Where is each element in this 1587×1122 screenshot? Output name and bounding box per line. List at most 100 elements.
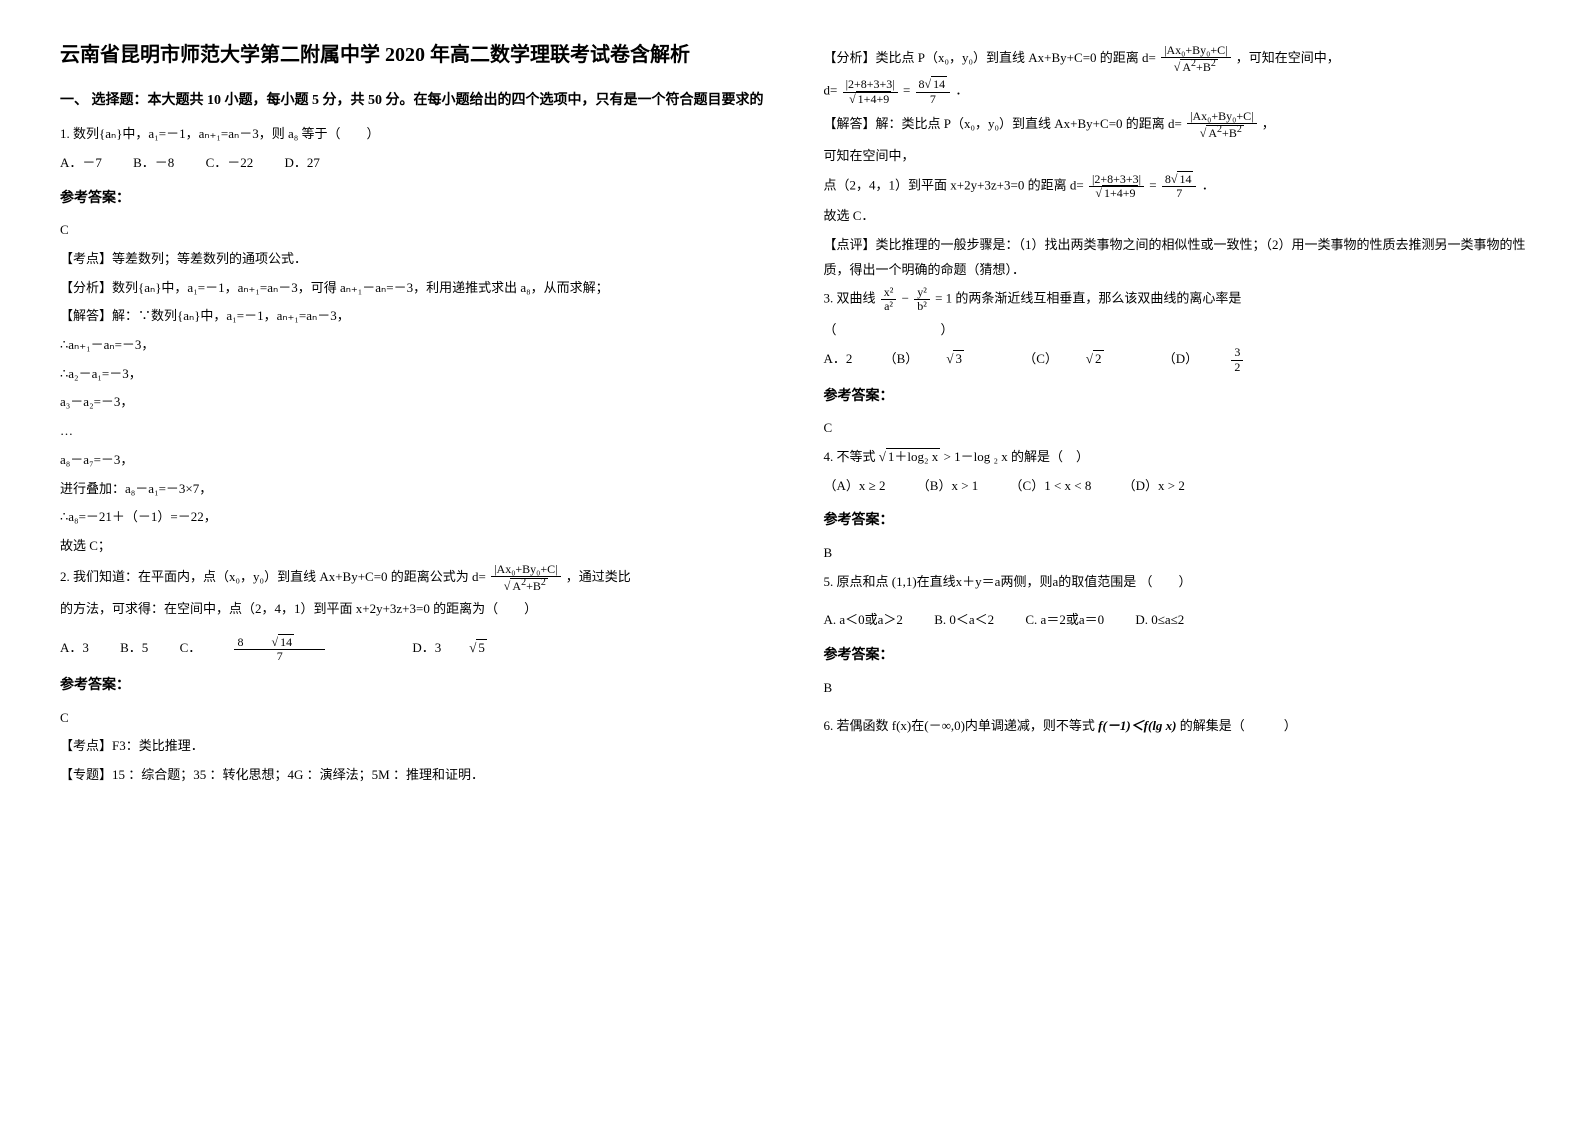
distance-formula-fraction-2: |Ax₀+By₀+C| √A2+B2 — [1161, 44, 1230, 74]
minus: − — [902, 291, 913, 306]
q4-opt-b: （B）x > 1 — [917, 478, 979, 493]
q4-opt-d: （D）x > 2 — [1123, 478, 1185, 493]
answer-label-2: 参考答案： — [60, 673, 764, 700]
fx-eq2: = — [1149, 177, 1160, 192]
n8: 8 — [237, 635, 243, 649]
q3-stem-b: 的两条渐近线互相垂直，那么该双曲线的离心率是 — [955, 291, 1241, 306]
q2-fenxi-line2: d= |2+8+3+3| √1+4+9 = 8√14 7 ． — [824, 78, 1528, 105]
q2-opt-c-label: C． — [180, 640, 202, 655]
q5-stem-b: (1,1)在直线x＋y＝a两侧，则a的取值范围是 — [892, 574, 1136, 589]
q4-options: （A）x ≥ 2 （B）x > 1 （C）1 < x < 8 （D）x > 2 — [824, 474, 1528, 499]
q1-opt-c: C．－22 — [206, 155, 254, 170]
fx-dot2: ． — [1202, 177, 1215, 192]
q3d-num: 3 — [1231, 346, 1243, 360]
q3d-den: 2 — [1231, 361, 1243, 374]
fx-a: 【分析】类比点 P（x₀，y₀）到直线 Ax+By+C=0 的距离 d= — [824, 50, 1156, 65]
A-sq2: A — [1182, 60, 1191, 74]
jd-a: 【解答】解：类比点 P（x₀，y₀）到直线 Ax+By+C=0 的距离 d= — [824, 116, 1182, 131]
q1-jie-5: … — [60, 419, 764, 444]
n8c: 8 — [1165, 172, 1171, 186]
answer-label-5: 参考答案： — [824, 643, 1528, 670]
q2-opt-b: B．5 — [120, 640, 148, 655]
q2-stem-c: 的方法，可求得：在空间中，点（2，4，1）到平面 x+2y+3z+3=0 的距离… — [60, 597, 764, 622]
jd-d: 点（2，4，1）到平面 x+2y+3z+3=0 的距离 d= — [824, 177, 1084, 192]
hx-den: a² — [881, 300, 897, 313]
hyperbola-y: y² b² — [914, 286, 930, 313]
q2-opt-d: D．3√5 — [412, 640, 515, 655]
q1-options: A．－7 B．－8 C．－22 D．27 — [60, 151, 764, 176]
q2-kaodian: 【考点】F3：类比推理． — [60, 734, 764, 759]
q5-answer: B — [824, 676, 1528, 701]
q1-jie-4: a₃－a₂=－3， — [60, 390, 764, 415]
distance-formula-fraction-3: |Ax₀+By₀+C| √A2+B2 — [1187, 110, 1256, 140]
fx-b: ，可知在空间中， — [1236, 50, 1340, 65]
exam-page: 云南省昆明市师范大学第二附属中学 2020 年高二数学理联考试卷含解析 一、 选… — [60, 40, 1527, 792]
fx-eq: = — [903, 83, 914, 98]
q2-stem-a: 2. 我们知道：在平面内，点（x₀，y₀）到直线 Ax+By+C=0 的距离公式… — [60, 569, 486, 584]
q4-opt-c: （C）1 < x < 8 — [1010, 478, 1092, 493]
calc-frac-1: |2+8+3+3| √1+4+9 — [843, 78, 898, 105]
q3-opt-b: （B）√3 — [884, 351, 992, 366]
q4-stem-b: > 1－log ₂ x 的解是（ ） — [944, 449, 1089, 464]
q3b-label: （B） — [884, 351, 919, 366]
hy-den: b² — [914, 300, 930, 313]
q1-jie-8: ∴a₈=－21＋（－1）=－22， — [60, 505, 764, 530]
q1-jie-7: 进行叠加：a₈－a₁=－3×7， — [60, 477, 764, 502]
q6-stem-b: f(－1)＜f(lg x) — [1098, 718, 1176, 733]
q2-stem-b: ，通过类比 — [566, 569, 631, 584]
cf2-den: 7 — [916, 93, 951, 106]
calc-frac-2: 8√14 7 — [916, 78, 951, 105]
hx-num: x² — [881, 286, 897, 300]
fx-c: d= — [824, 83, 838, 98]
q3-opt-a: A．2 — [824, 351, 853, 366]
q2-stem: 2. 我们知道：在平面内，点（x₀，y₀）到直线 Ax+By+C=0 的距离公式… — [60, 563, 764, 593]
q3-brackets: （ ） — [824, 318, 1528, 343]
answer-label-3: 参考答案： — [824, 384, 1528, 411]
q2-zhuanti: 【专题】15 ：综合题；35 ：转化思想；4G ：演绎法；5M ：推理和证明． — [60, 763, 764, 788]
fx-dot: ． — [955, 83, 968, 98]
q5-stem-a: 5. 原点和点 — [824, 574, 889, 589]
B-sq: +B — [526, 579, 541, 593]
q1-jie-2: ∴aₙ₊₁－aₙ=－3， — [60, 333, 764, 358]
q4-answer: B — [824, 541, 1528, 566]
sqrt5: 5 — [476, 639, 487, 655]
q4-stem: 4. 不等式 √1＋log₂ x > 1－log ₂ x 的解是（ ） — [824, 445, 1528, 470]
left-column: 云南省昆明市师范大学第二附属中学 2020 年高二数学理联考试卷含解析 一、 选… — [60, 40, 764, 792]
q1-kaodian: 【考点】等差数列；等差数列的通项公式． — [60, 247, 764, 272]
q1-jie-3: ∴a₂－a₁=－3， — [60, 362, 764, 387]
cf4-den: 7 — [1162, 187, 1197, 200]
q2-opt-a: A．3 — [60, 640, 89, 655]
q3-answer: C — [824, 416, 1528, 441]
q5-opt-c: C. a＝2或a＝0 — [1025, 612, 1104, 627]
q2-dianping: 【点评】类比推理的一般步骤是：（1）找出两类事物之间的相似性或一致性；（2）用一… — [824, 233, 1528, 282]
q2-jieda-line2: 点（2，4，1）到平面 x+2y+3z+3=0 的距离 d= |2+8+3+3|… — [824, 173, 1528, 200]
cf2-num: 8√14 — [916, 78, 951, 92]
jd-b: ， — [1262, 116, 1275, 131]
answer-label-1: 参考答案： — [60, 186, 764, 213]
q1-opt-b: B．－8 — [133, 155, 174, 170]
q5-opt-b: B. 0＜a＜2 — [934, 612, 994, 627]
s14b: 14 — [931, 76, 947, 91]
cf1-den-sq: 1+4+9 — [856, 91, 892, 106]
q3d-label: （D） — [1163, 351, 1198, 366]
q6-stem: 6. 若偶函数 f(x)在(－∞,0)内单调递减，则不等式 f(－1)＜f(lg… — [824, 714, 1528, 739]
q3-opt-c: （C）√2 — [1023, 351, 1131, 366]
q3-stem: 3. 双曲线 x² a² − y² b² = 1 的两条渐近线互相垂直，那么该双… — [824, 286, 1528, 313]
sqrt2: 2 — [1093, 350, 1104, 366]
q5-opt-a: A. a＜0或a＞2 — [824, 612, 903, 627]
q5-stem: 5. 原点和点 (1,1)在直线x＋y＝a两侧，则a的取值范围是 （ ） — [824, 570, 1528, 595]
s14: 14 — [278, 634, 294, 649]
A-sq3: A — [1208, 126, 1217, 140]
hyp-eq: = 1 — [935, 291, 952, 306]
q4-stem-a: 4. 不等式 — [824, 449, 876, 464]
q4-sqrt: 1＋log₂ x — [886, 448, 940, 464]
hy-num: y² — [914, 286, 930, 300]
cf4-num: 8√14 — [1162, 173, 1197, 187]
q2-jieda: 【解答】解：类比点 P（x₀，y₀）到直线 Ax+By+C=0 的距离 d= |… — [824, 110, 1528, 140]
q4-opt-a: （A）x ≥ 2 — [824, 478, 886, 493]
q1-opt-d: D．27 — [284, 155, 319, 170]
q3d-frac: 3 2 — [1231, 346, 1271, 373]
q2-opt-c-frac: 8√14 7 — [234, 636, 353, 663]
q2-opt-d-label: D．3 — [412, 640, 441, 655]
q1-fenxi: 【分析】数列{aₙ}中，a₁=－1，aₙ₊₁=aₙ－3，可得 aₙ₊₁－aₙ=－… — [60, 276, 764, 301]
